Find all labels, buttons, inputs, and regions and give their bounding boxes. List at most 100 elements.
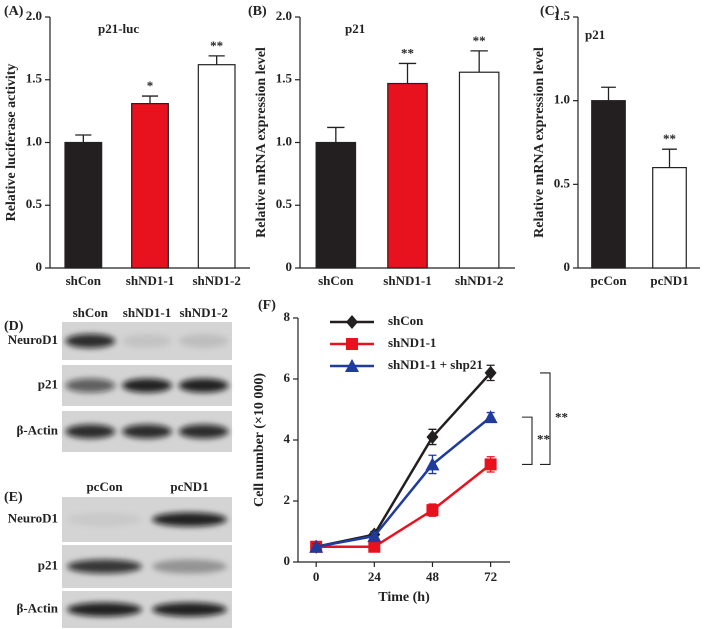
bar [131, 102, 169, 269]
error-bar [327, 126, 345, 143]
blot-band [67, 559, 142, 574]
x-tick-label: shCon [318, 273, 354, 288]
row-label: p21 [38, 376, 58, 391]
x-tick-label: shND1-1 [383, 273, 431, 288]
x-tick-label: pcCon [590, 273, 627, 288]
row-label: β-Actin [16, 600, 58, 615]
blot-band [122, 424, 172, 439]
y-axis-label: Relative luciferase activity [4, 64, 19, 222]
y-tick-label: 0.5 [554, 175, 571, 190]
panel-label: (E) [4, 490, 23, 505]
panel-label: (C) [540, 4, 560, 19]
blot-band [178, 378, 229, 393]
error-bar [75, 134, 92, 143]
panel-label: (F) [258, 298, 276, 313]
y-tick-label: 0 [564, 259, 571, 274]
row-label: NeuroD1 [8, 332, 58, 347]
legend-label: shND1-1 [388, 335, 436, 350]
bracket [540, 372, 551, 465]
lane-label: shND1-2 [179, 305, 227, 320]
blot-band [152, 559, 227, 574]
x-tick-label: 48 [426, 569, 440, 584]
x-axis-label: Time (h) [378, 590, 430, 605]
panel-label: (D) [4, 319, 24, 334]
blot-band [65, 378, 116, 393]
series-line [315, 372, 492, 548]
legend-marker [345, 359, 359, 372]
error-bar [208, 55, 225, 65]
point [484, 458, 497, 471]
y-axis-label: Relative mRNA expression level [532, 47, 547, 238]
y-axis-label: Relative mRNA expression level [254, 47, 269, 238]
point [309, 539, 324, 553]
legend-label: shCon [388, 313, 424, 328]
bar [197, 64, 236, 269]
legend-marker [346, 338, 358, 350]
x-tick-label: pcND1 [650, 273, 688, 288]
blot-band [178, 424, 229, 439]
y-tick-label: 1.0 [276, 133, 292, 148]
panel-label: (A) [4, 4, 24, 19]
y-tick-label: 1.5 [26, 71, 43, 86]
blot-band [178, 334, 229, 348]
blot-band [152, 512, 227, 527]
point [484, 365, 497, 380]
y-tick-label: 1.5 [554, 8, 571, 23]
blot-band [67, 512, 142, 527]
x-tick-label: shCon [66, 273, 102, 288]
x-tick-label: 0 [313, 569, 320, 584]
point [368, 540, 381, 553]
y-tick-label: 0 [286, 259, 293, 274]
inner-label: p21 [345, 21, 365, 36]
bar [652, 167, 687, 269]
x-tick-label: 72 [484, 569, 497, 584]
blot-band [122, 334, 172, 348]
significance-label: ** [537, 432, 550, 447]
error-bar [470, 50, 488, 73]
error-bar [141, 95, 159, 104]
row-label: β-Actin [16, 422, 58, 437]
inner-label: p21 [585, 27, 605, 42]
y-tick-label: 4 [284, 431, 291, 446]
error-bar [601, 86, 616, 101]
blot-band [65, 424, 116, 439]
significance-label: ** [663, 131, 676, 146]
row-label: NeuroD1 [8, 510, 58, 525]
y-tick-label: 6 [284, 370, 291, 385]
series-line [316, 463, 492, 548]
bar [387, 82, 428, 269]
y-tick-label: 2.0 [276, 8, 292, 23]
blot-band [122, 378, 172, 393]
significance-label: * [147, 78, 154, 93]
blot-band [67, 602, 142, 617]
x-tick-label: shND1-1 [126, 273, 174, 288]
y-tick-label: 2 [284, 492, 291, 507]
point [483, 410, 498, 424]
y-tick-label: 0 [36, 259, 43, 274]
bar [315, 141, 357, 269]
panel-label: (B) [248, 4, 267, 19]
x-tick-label: shND1-2 [455, 273, 503, 288]
y-tick-label: 0 [284, 553, 291, 568]
blot-band [65, 334, 116, 348]
y-tick-label: 2.0 [26, 8, 42, 23]
error-bar [398, 62, 417, 84]
point [426, 429, 439, 444]
legend-marker [346, 315, 358, 329]
y-axis-label: Cell number (×10 000) [252, 373, 267, 507]
y-tick-label: 1.5 [276, 71, 293, 86]
x-tick-label: shND1-2 [192, 273, 240, 288]
y-tick-label: 1.0 [554, 92, 570, 107]
x-tick-label: 24 [368, 569, 382, 584]
lane-label: shND1-1 [123, 305, 171, 320]
bar [591, 100, 626, 269]
point [426, 504, 439, 517]
series-line [315, 416, 492, 548]
y-tick-label: 0.5 [276, 196, 293, 211]
blot-band [152, 602, 227, 617]
bar [458, 71, 500, 269]
legend-label: shND1-1 + shp21 [388, 357, 483, 372]
lane-label: pcCon [86, 479, 123, 494]
bar [64, 141, 103, 269]
